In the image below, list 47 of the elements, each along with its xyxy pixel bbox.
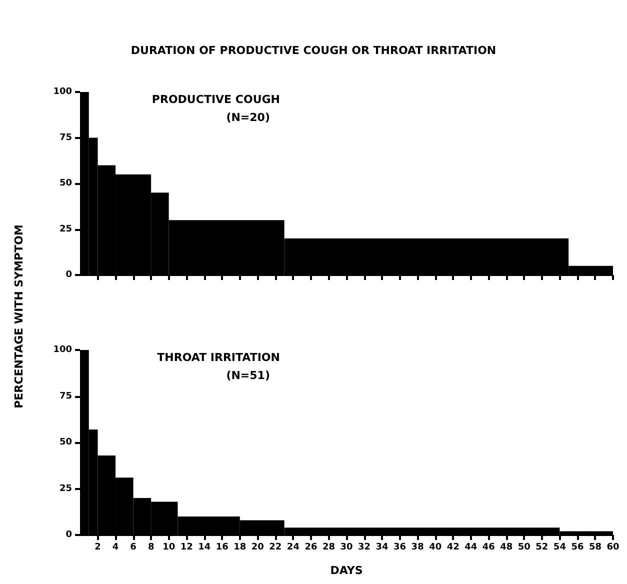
x-tick-label: 12	[180, 542, 193, 552]
y-tick-label: 75	[59, 132, 72, 143]
x-axis-title: DAYS	[330, 564, 363, 577]
y-axis-title: PERCENTAGE WITH SYMPTOM	[12, 224, 26, 410]
x-tick-label: 10	[162, 542, 176, 552]
x-tick-label: 16	[216, 542, 228, 552]
chart-title: DURATION OF PRODUCTIVE COUGH OR THROAT IRRITATION	[130, 44, 496, 57]
x-tick-label: 36	[394, 542, 406, 552]
y-tick-label: 0	[66, 270, 72, 280]
x-tick-label: 18	[234, 542, 246, 552]
x-tick-label: 14	[198, 542, 211, 552]
x-tick-label: 40	[429, 542, 442, 552]
x-tick-label: 58	[588, 542, 602, 552]
x-tick-label: 24	[286, 542, 300, 552]
x-tick-label: 56	[571, 542, 584, 552]
x-tick-label: 48	[500, 542, 513, 552]
x-tick-label: 50	[518, 542, 530, 552]
y-tick-label: 100	[53, 345, 72, 355]
x-tick-label: 32	[358, 542, 371, 552]
x-tick-label: 52	[536, 542, 548, 552]
x-tick-label: 8	[148, 542, 154, 552]
x-tick-label: 22	[269, 542, 282, 552]
x-tick-label: 44	[464, 542, 478, 552]
y-tick-label: 50	[59, 438, 72, 448]
x-tick-label: 60	[606, 542, 620, 552]
x-tick-label: 38	[411, 542, 424, 552]
annotation: PRODUCTIVE COUGH	[152, 93, 280, 106]
y-tick-label: 25	[59, 224, 72, 234]
x-tick-label: 54	[553, 542, 566, 552]
annotation: (N=20)	[226, 111, 270, 124]
y-tick-label: 50	[59, 178, 72, 188]
x-tick-label: 28	[322, 542, 335, 552]
x-tick-label: 2	[94, 542, 101, 552]
y-tick-label: 25	[59, 484, 72, 494]
annotation: (N=51)	[226, 369, 270, 382]
x-tick-label: 20	[251, 542, 264, 552]
x-tick-label: 46	[482, 542, 495, 552]
y-tick-label: 0	[66, 530, 72, 540]
y-tick-label: 100	[53, 87, 72, 97]
x-tick-label: 34	[376, 542, 388, 552]
x-tick-label: 26	[304, 542, 318, 552]
y-tick-label: 75	[59, 391, 72, 402]
x-tick-label: 6	[130, 542, 136, 552]
x-tick-label: 42	[446, 542, 460, 552]
x-tick-label: 30	[340, 542, 353, 552]
x-tick-label: 4	[112, 542, 119, 552]
annotation: THROAT IRRITATION	[157, 351, 280, 364]
